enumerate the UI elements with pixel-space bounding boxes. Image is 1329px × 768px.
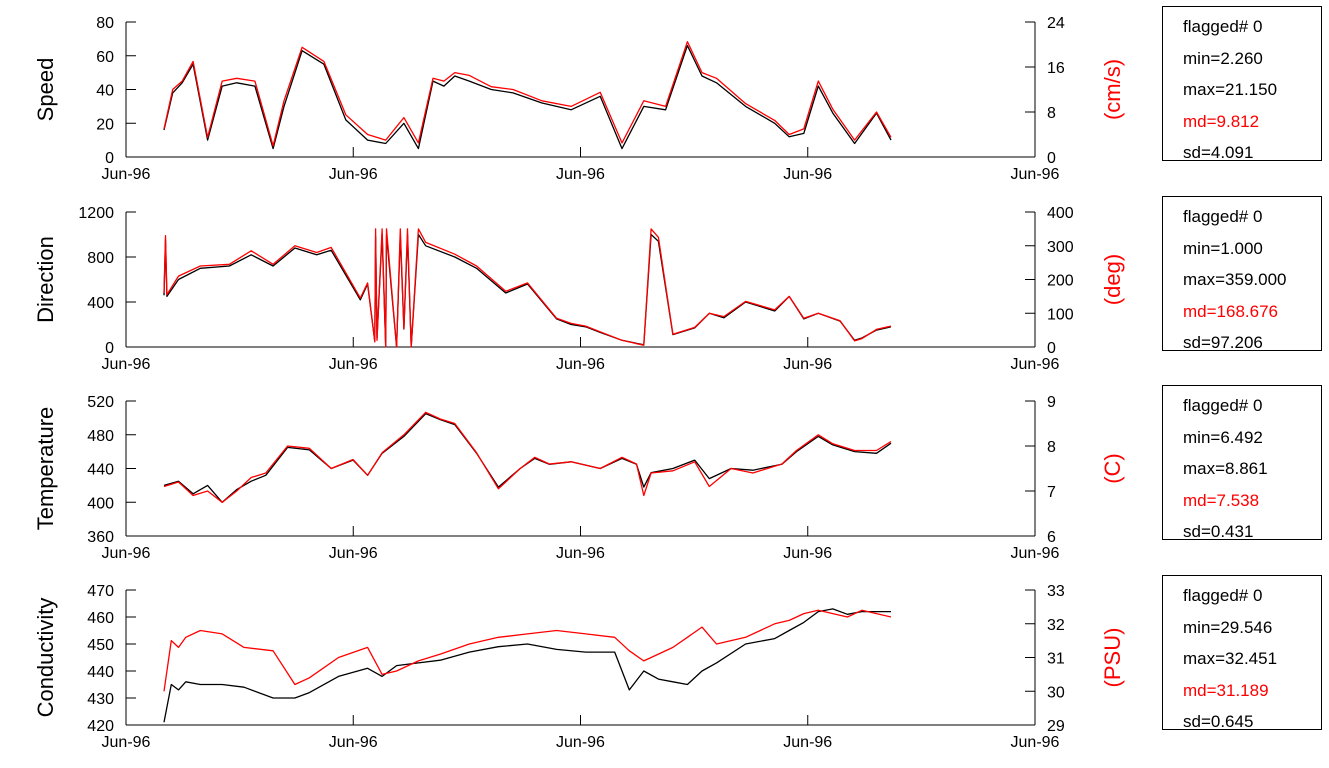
stat-min: min=29.546 — [1183, 612, 1321, 644]
right-axis-unit: (cm/s) — [1100, 59, 1125, 120]
stat-min: min=6.492 — [1183, 422, 1321, 454]
stat-md: md=7.538 — [1183, 485, 1321, 517]
right-tick-label: 200 — [1047, 273, 1074, 290]
x-tick-label: Jun-96 — [783, 166, 832, 183]
left-axis-title: Conductivity — [33, 598, 58, 718]
x-tick-label: Jun-96 — [329, 734, 378, 751]
left-tick-label: 440 — [87, 664, 114, 681]
left-tick-label: 520 — [87, 394, 114, 411]
x-tick-label: Jun-96 — [102, 545, 151, 562]
stats-box: flagged# 0 min=6.492 max=8.861 md=7.538 sd=0… — [1162, 385, 1322, 540]
right-tick-label: 33 — [1047, 583, 1065, 600]
left-tick-label: 430 — [87, 691, 114, 708]
left-tick-label: 400 — [87, 295, 114, 312]
right-tick-label: 32 — [1047, 617, 1065, 634]
series-line-red — [164, 610, 891, 691]
left-tick-label: 460 — [87, 610, 114, 627]
stat-min: min=1.000 — [1183, 233, 1321, 265]
right-tick-label: 6 — [1047, 529, 1056, 546]
left-tick-label: 0 — [105, 150, 114, 167]
x-tick-label: Jun-96 — [556, 545, 605, 562]
x-tick-label: Jun-96 — [1011, 545, 1060, 562]
left-tick-label: 420 — [87, 718, 114, 735]
left-tick-label: 40 — [96, 83, 114, 100]
stats-box: flagged# 0 min=29.546 max=32.451 md=31.189 s… — [1162, 575, 1322, 730]
stat-max: max=8.861 — [1183, 453, 1321, 485]
stat-flagged: flagged# 0 — [1183, 11, 1321, 43]
right-tick-label: 100 — [1047, 306, 1074, 323]
right-tick-label: 400 — [1047, 205, 1074, 222]
stat-flagged: flagged# 0 — [1183, 390, 1321, 422]
series-line-black — [164, 609, 891, 722]
x-tick-label: Jun-96 — [556, 734, 605, 751]
x-tick-label: Jun-96 — [783, 545, 832, 562]
left-axis-title: Speed — [33, 58, 58, 122]
stat-sd: sd=97.206 — [1183, 327, 1321, 359]
series-line-black — [164, 46, 891, 149]
right-axis-unit: (PSU) — [1100, 628, 1125, 688]
left-tick-label: 1200 — [78, 205, 114, 222]
right-tick-label: 29 — [1047, 718, 1065, 735]
right-tick-label: 0 — [1047, 150, 1056, 167]
left-tick-label: 20 — [96, 116, 114, 133]
x-tick-label: Jun-96 — [783, 734, 832, 751]
stat-flagged: flagged# 0 — [1183, 580, 1321, 612]
series-line-red — [164, 412, 891, 502]
stat-md: md=9.812 — [1183, 106, 1321, 138]
stat-md: md=168.676 — [1183, 296, 1321, 328]
x-tick-label: Jun-96 — [102, 166, 151, 183]
series-line-black — [164, 414, 891, 503]
right-tick-label: 0 — [1047, 340, 1056, 357]
right-tick-label: 16 — [1047, 60, 1065, 77]
right-tick-label: 24 — [1047, 15, 1065, 32]
left-tick-label: 0 — [105, 340, 114, 357]
left-axis-title: Temperature — [33, 407, 58, 531]
right-tick-label: 300 — [1047, 239, 1074, 256]
left-tick-label: 360 — [87, 529, 114, 546]
x-tick-label: Jun-96 — [102, 734, 151, 751]
series-line-red — [164, 229, 891, 347]
stat-max: max=359.000 — [1183, 264, 1321, 296]
left-tick-label: 470 — [87, 583, 114, 600]
stat-min: min=2.260 — [1183, 43, 1321, 75]
left-axis-title: Direction — [33, 236, 58, 323]
right-tick-label: 9 — [1047, 394, 1056, 411]
right-axis-unit: (deg) — [1100, 254, 1125, 305]
left-tick-label: 400 — [87, 495, 114, 512]
x-tick-label: Jun-96 — [329, 356, 378, 373]
left-tick-label: 80 — [96, 15, 114, 32]
left-tick-label: 440 — [87, 462, 114, 479]
x-tick-label: Jun-96 — [1011, 166, 1060, 183]
right-tick-label: 8 — [1047, 105, 1056, 122]
right-tick-label: 31 — [1047, 651, 1065, 668]
x-tick-label: Jun-96 — [783, 356, 832, 373]
stat-sd: sd=4.091 — [1183, 137, 1321, 169]
x-tick-label: Jun-96 — [1011, 734, 1060, 751]
left-tick-label: 480 — [87, 428, 114, 445]
stat-max: max=21.150 — [1183, 74, 1321, 106]
stat-flagged: flagged# 0 — [1183, 201, 1321, 233]
stats-box: flagged# 0 min=2.260 max=21.150 md=9.812 sd=… — [1162, 6, 1322, 161]
x-tick-label: Jun-96 — [329, 545, 378, 562]
stat-sd: sd=0.645 — [1183, 706, 1321, 738]
right-tick-label: 7 — [1047, 484, 1056, 501]
x-tick-label: Jun-96 — [1011, 356, 1060, 373]
stat-max: max=32.451 — [1183, 643, 1321, 675]
stat-md: md=31.189 — [1183, 675, 1321, 707]
x-tick-label: Jun-96 — [329, 166, 378, 183]
x-tick-label: Jun-96 — [102, 356, 151, 373]
stats-box: flagged# 0 min=1.000 max=359.000 md=168.676… — [1162, 196, 1322, 351]
right-tick-label: 8 — [1047, 439, 1056, 456]
right-tick-label: 30 — [1047, 684, 1065, 701]
right-axis-unit: (C) — [1100, 453, 1125, 484]
left-tick-label: 450 — [87, 637, 114, 654]
left-tick-label: 60 — [96, 49, 114, 66]
series-line-black — [164, 235, 891, 348]
stat-sd: sd=0.431 — [1183, 516, 1321, 548]
left-tick-label: 800 — [87, 250, 114, 267]
x-tick-label: Jun-96 — [556, 166, 605, 183]
x-tick-label: Jun-96 — [556, 356, 605, 373]
